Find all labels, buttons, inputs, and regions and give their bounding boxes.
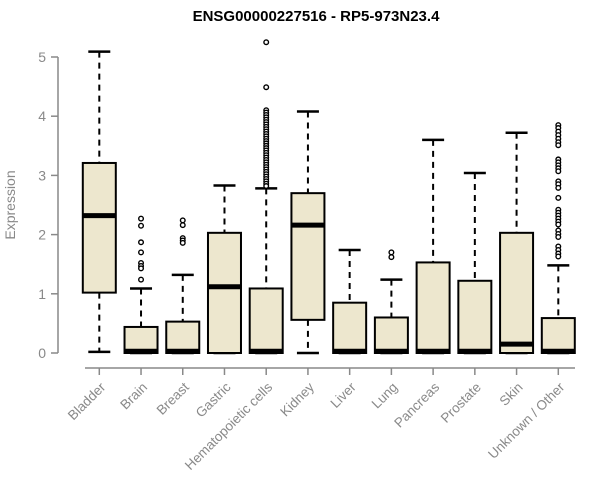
x-category-label: Prostate bbox=[438, 380, 484, 426]
x-category-label: Brain bbox=[117, 380, 150, 413]
x-category-label: Skin bbox=[497, 380, 526, 409]
iqr-box bbox=[373, 316, 409, 355]
chart-title: ENSG00000227516 - RP5-973N23.4 bbox=[193, 8, 440, 25]
x-category-label: Breast bbox=[154, 379, 192, 417]
iqr-box bbox=[206, 231, 242, 355]
outlier-point bbox=[138, 249, 145, 256]
outlier-point bbox=[263, 39, 270, 46]
outlier-point bbox=[555, 194, 562, 201]
box-group-lung bbox=[373, 249, 409, 355]
outlier-point bbox=[555, 253, 562, 260]
outlier-point bbox=[138, 239, 145, 246]
outlier-point bbox=[263, 84, 270, 91]
x-category-label: Lung bbox=[369, 380, 401, 412]
box-group-unknown-other bbox=[540, 122, 576, 355]
x-category-label: Unknown / Other bbox=[485, 379, 568, 462]
y-tick-label: 1 bbox=[38, 286, 46, 302]
outlier-point bbox=[138, 276, 145, 283]
outlier-point bbox=[388, 249, 395, 256]
iqr-box bbox=[81, 161, 117, 294]
box-group-bladder bbox=[81, 50, 117, 354]
outlier-point bbox=[555, 233, 562, 240]
iqr-box bbox=[332, 301, 368, 354]
x-category-label: Kidney bbox=[277, 379, 317, 419]
x-category-label: Bladder bbox=[65, 379, 109, 423]
outlier-point bbox=[179, 217, 186, 224]
iqr-box bbox=[540, 317, 576, 354]
outlier-point bbox=[138, 222, 145, 229]
y-tick-label: 3 bbox=[38, 167, 46, 183]
outlier-point bbox=[263, 183, 270, 190]
y-tick-label: 5 bbox=[38, 49, 46, 65]
outlier-point bbox=[555, 221, 562, 228]
boxplot-series bbox=[81, 39, 576, 355]
box-group-breast bbox=[165, 217, 201, 355]
outlier-point bbox=[555, 168, 562, 175]
iqr-box bbox=[248, 287, 284, 354]
box-group-kidney bbox=[290, 110, 326, 355]
x-category-label: Pancreas bbox=[391, 379, 442, 430]
box-group-prostate bbox=[457, 171, 493, 355]
iqr-box bbox=[415, 261, 451, 355]
iqr-box bbox=[499, 231, 535, 355]
box-group-liver bbox=[332, 248, 368, 355]
iqr-box bbox=[457, 279, 493, 354]
x-category-label: Liver bbox=[327, 379, 359, 411]
outlier-point bbox=[138, 215, 145, 222]
y-axis-label: Expression bbox=[2, 170, 18, 239]
y-tick-label: 0 bbox=[38, 345, 46, 361]
outlier-point bbox=[555, 184, 562, 191]
outlier-point bbox=[555, 142, 562, 149]
outlier-point bbox=[138, 265, 145, 272]
iqr-box bbox=[165, 320, 201, 354]
outlier-point bbox=[388, 254, 395, 261]
box-group-hematopoietic-cells bbox=[248, 39, 284, 355]
x-category-label: Gastric bbox=[193, 379, 234, 420]
box-group-pancreas bbox=[415, 138, 451, 355]
outlier-point bbox=[179, 239, 186, 246]
outlier-point bbox=[179, 222, 186, 229]
y-tick-label: 2 bbox=[38, 227, 46, 243]
box-group-brain bbox=[123, 215, 159, 355]
box-group-gastric bbox=[206, 184, 242, 355]
y-tick-label: 4 bbox=[38, 108, 46, 124]
box-group-skin bbox=[499, 131, 535, 355]
iqr-box bbox=[290, 192, 326, 321]
